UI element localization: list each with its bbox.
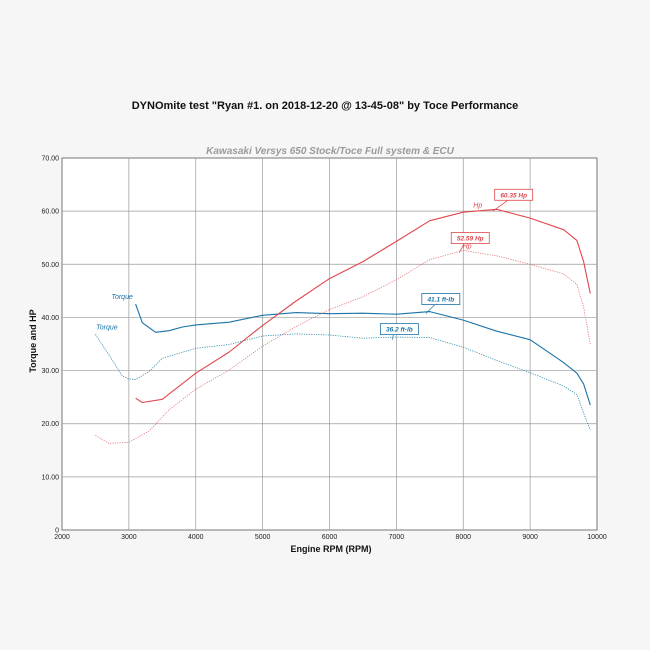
y-tick-label: 60.00 [41, 209, 59, 216]
x-tick-label: 6000 [322, 534, 338, 541]
x-tick-label: 7000 [389, 534, 405, 541]
grid-lines [62, 158, 597, 530]
x-tick-label: 10000 [587, 534, 607, 541]
y-tick-label: 40.00 [41, 315, 59, 322]
callout-text: 41.1 ft-lb [426, 297, 454, 304]
y-tick-label: 30.00 [41, 368, 59, 375]
x-tick-label: 9000 [522, 534, 538, 541]
y-tick-label: 50.00 [41, 262, 59, 269]
hp-series-label: Hp [473, 202, 482, 209]
callout-leader [458, 243, 465, 253]
y-tick-label: 20.00 [41, 421, 59, 428]
torque-line-dotted [95, 333, 591, 431]
peak-callouts: 60.35 Hp 52.59 Hp 41.1 ft-lb 36.2 ft-lb [379, 188, 534, 340]
torque-series-label: Torque [111, 294, 133, 301]
chart-subtitle: Kawasaki Versys 650 Stock/Toce Full syst… [206, 146, 454, 157]
x-axis-label: Engine RPM (RPM) [291, 544, 372, 554]
callout-leader [492, 200, 508, 212]
y-tick-label: 10.00 [41, 474, 59, 481]
callout-box [379, 323, 419, 336]
x-tick-labels: 2000 3000 4000 5000 6000 7000 8000 9000 10000 [54, 534, 607, 541]
y-tick-labels: 0 10.00 20.00 30.00 40.00 50.00 60.00 70.00 [41, 156, 59, 535]
callout-text: 60.35 Hp [500, 192, 527, 199]
callout-leader [425, 304, 436, 314]
torque-line-solid [135, 303, 591, 406]
hp-line-dotted [95, 250, 591, 444]
torque-series-label: Torque [96, 325, 118, 332]
y-tick-label: 0 [55, 528, 59, 535]
series-lines [95, 208, 591, 444]
y-axis-label: Torque and HP [28, 309, 38, 372]
callout-text: 52.59 Hp [457, 236, 484, 243]
x-tick-label: 3000 [121, 534, 137, 541]
callout-box [494, 188, 534, 201]
callout-text: 36.2 ft-lb [386, 327, 413, 334]
callout-leader [392, 334, 394, 340]
x-tick-label: 8000 [455, 534, 471, 541]
y-tick-label: 70.00 [41, 156, 59, 163]
chart-title: DYNOmite test "Ryan #1. on 2018-12-20 @ … [131, 100, 519, 112]
x-tick-label: 2000 [54, 534, 70, 541]
hp-series-label: Hp [463, 243, 472, 250]
callout-box [450, 232, 490, 244]
hp-line-solid [135, 208, 591, 404]
series-labels: Torque Torque Hp Hp [96, 202, 482, 331]
callout-box [421, 293, 461, 305]
x-tick-label: 4000 [188, 534, 204, 541]
x-tick-label: 5000 [255, 534, 271, 541]
